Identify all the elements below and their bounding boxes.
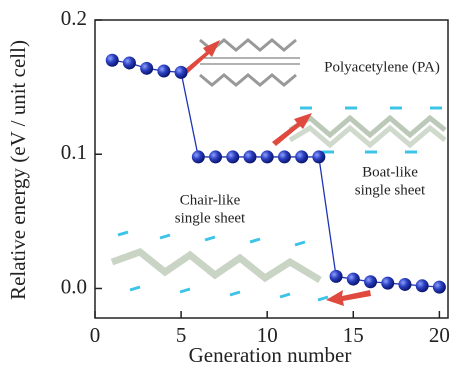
boat-structure [290, 108, 445, 152]
data-point [106, 54, 119, 67]
y-tick-label: 0.2 [61, 6, 87, 30]
x-tick-label: 10 [257, 323, 278, 347]
data-point [123, 56, 136, 69]
chair-structure [112, 232, 328, 300]
annotation: Boat-like [362, 164, 418, 180]
data-point [312, 150, 325, 163]
data-point [433, 281, 446, 294]
data-point [364, 275, 377, 288]
data-point [295, 150, 308, 163]
data-point [243, 150, 256, 163]
data-point [140, 62, 153, 75]
annotation: single sheet [175, 210, 246, 226]
data-point [192, 150, 205, 163]
data-point [381, 277, 394, 290]
x-tick-label: 20 [429, 323, 450, 347]
annotation: single sheet [355, 182, 426, 198]
y-tick-label: 0.0 [61, 274, 87, 298]
x-tick-label: 15 [343, 323, 364, 347]
data-point [398, 278, 411, 291]
data-point [157, 65, 170, 78]
data-point [261, 150, 274, 163]
data-point [226, 150, 239, 163]
data-point [278, 150, 291, 163]
annotation: Chair-like [180, 192, 241, 208]
data-point [416, 279, 429, 292]
annotation: Polyacetylene (PA) [324, 59, 440, 75]
x-tick-label: 0 [90, 323, 101, 347]
chart: Generation number Relative energy (eV / … [0, 0, 456, 370]
x-tick-label: 5 [176, 323, 187, 347]
y-tick-label: 0.1 [61, 140, 87, 164]
data-point [175, 66, 188, 79]
y-axis-label: Relative energy (eV / unit cell) [6, 40, 30, 300]
data-point [209, 150, 222, 163]
data-point [330, 270, 343, 283]
data-point [347, 273, 360, 286]
